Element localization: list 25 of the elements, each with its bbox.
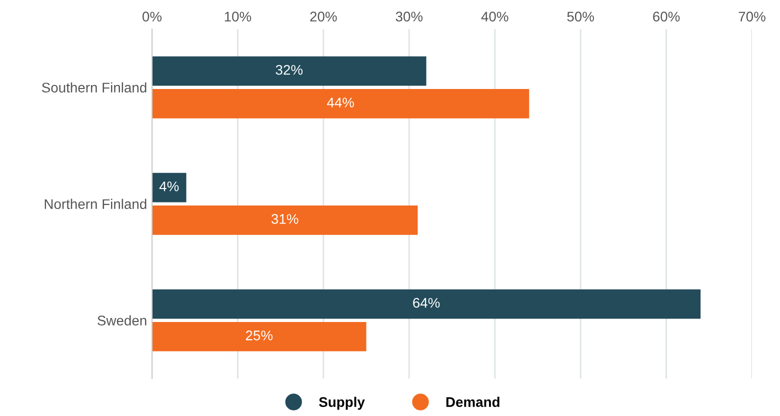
legend-label: Demand (446, 396, 500, 407)
bar (152, 322, 366, 352)
data-label: 44% (326, 98, 354, 108)
data-label: 25% (246, 330, 273, 340)
x-tick-label: 20% (310, 12, 337, 22)
data-label: 64% (413, 298, 440, 308)
x-tick-label: 40% (481, 12, 508, 22)
x-tick-label: 10% (224, 12, 252, 22)
y-tick-label: Sweden (98, 315, 146, 326)
x-tick-label: 60% (653, 12, 680, 22)
data-label: 32% (276, 64, 303, 75)
data-label: 4% (159, 181, 179, 192)
x-tick-label: 0% (142, 12, 162, 22)
y-tick-label: Northern Finland (44, 198, 146, 210)
data-label: 31% (271, 214, 298, 224)
bar (152, 56, 426, 86)
bar (152, 88, 530, 118)
bar (152, 172, 186, 202)
x-tick-label: 30% (396, 12, 423, 22)
bar (152, 289, 701, 319)
legend-label: Supply (319, 396, 365, 410)
x-tick-label: 50% (567, 12, 594, 22)
x-tick-label: 70% (738, 12, 766, 22)
y-tick-label: Southern Finland (42, 82, 146, 93)
bar (152, 205, 418, 235)
